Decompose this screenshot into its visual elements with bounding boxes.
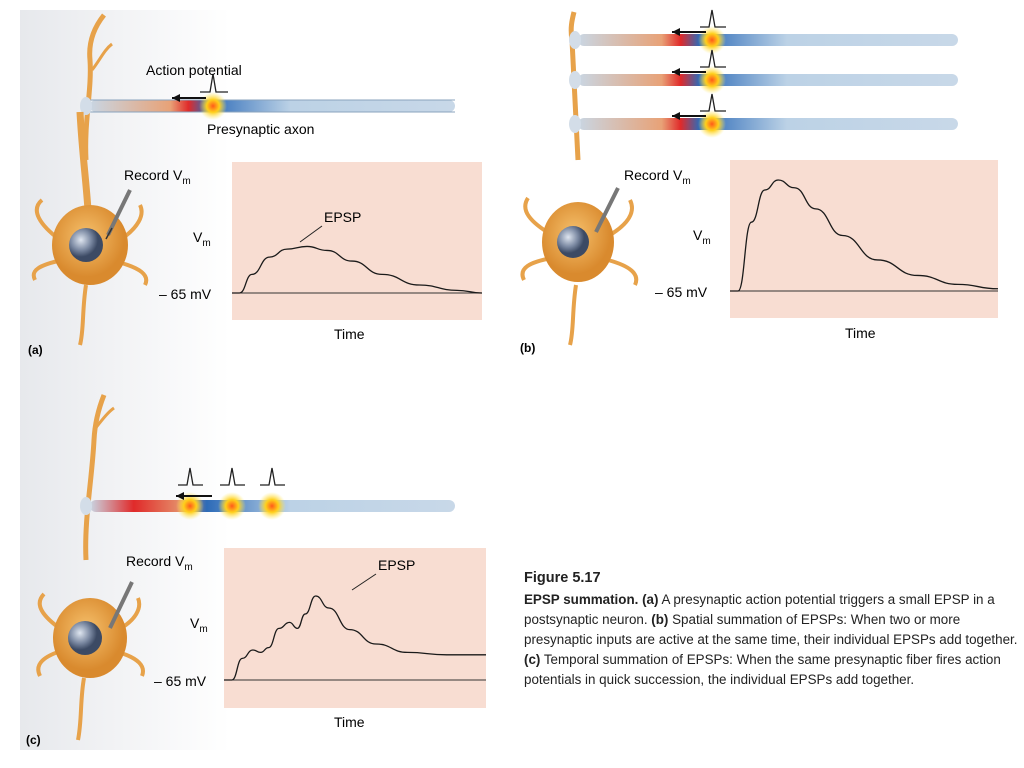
plot-area: [224, 548, 486, 708]
spike-glow: [258, 492, 286, 520]
electrode: [106, 189, 132, 236]
axon-terminal: [569, 71, 581, 89]
arrow-head: [672, 68, 680, 76]
action-potential-label: Action potential: [146, 62, 242, 78]
electrode: [594, 187, 620, 233]
spike-glow: [698, 26, 726, 54]
caption-part-c: (c): [524, 652, 541, 667]
axon-cable: [578, 34, 958, 46]
arrow-head: [172, 94, 180, 102]
epsp-leader: [351, 573, 377, 591]
record-label: Record Vm: [124, 167, 191, 187]
electrode-tip: [105, 227, 113, 240]
caption-text-c: Temporal summation of EPSPs: When the sa…: [524, 652, 1001, 687]
neuron-nucleus: [68, 621, 102, 655]
spike-glow: [199, 92, 227, 120]
panel-label: (a): [28, 343, 43, 357]
arrow-head: [672, 28, 680, 36]
figure-number: Figure 5.17: [524, 570, 601, 586]
caption-text-a: A presynaptic action potential triggers …: [524, 592, 995, 627]
epsp-label: EPSP: [378, 557, 415, 573]
spike-icon: [700, 49, 726, 68]
y-axis-label: Vm: [190, 615, 208, 635]
dendrite-top: [83, 13, 106, 161]
spike-icon: [260, 467, 285, 486]
axon-cable: [578, 118, 958, 130]
spike-icon: [200, 73, 228, 93]
dendrite-branch: [90, 42, 113, 71]
axon-2: [569, 49, 958, 94]
axon-3: [569, 93, 958, 138]
dendrite-top: [83, 394, 107, 561]
spike-glow: [698, 66, 726, 94]
epsp-trace: [729, 179, 999, 292]
axon-1: [569, 9, 958, 54]
axon-cable: [578, 74, 958, 86]
epsp-trace: [224, 595, 486, 681]
y-axis-label: Vm: [193, 229, 211, 249]
epsp-label: EPSP: [324, 209, 361, 225]
x-axis-label: Time: [334, 714, 365, 730]
axon-terminal: [569, 115, 581, 133]
spike-glow: [698, 110, 726, 138]
plot-area: [232, 162, 482, 320]
axon-label: Presynaptic axon: [207, 121, 314, 137]
axon-terminal: [80, 497, 92, 515]
record-label: Record Vm: [624, 167, 691, 187]
baseline-label: – 65 mV: [159, 286, 212, 302]
panel-a: Action potential Presynaptic axon Record…: [28, 13, 483, 357]
epsp-trace: [231, 245, 483, 294]
figure-caption: Figure 5.17 EPSP summation. (a) A presyn…: [524, 568, 1024, 690]
dendrites: [36, 592, 145, 741]
record-label: Record Vm: [126, 553, 193, 573]
panel-c: Record Vm EPSP Vm – 65 mV Time (c): [26, 394, 486, 747]
spike-icon: [700, 9, 726, 28]
panel-b: Record Vm Vm – 65 mV Time (b): [520, 9, 999, 355]
x-axis-label: Time: [334, 326, 365, 342]
axon-terminal: [80, 97, 92, 115]
dendrites: [520, 196, 639, 346]
y-axis-label: Vm: [693, 227, 711, 247]
baseline-label: – 65 mV: [655, 284, 708, 300]
arrow-head: [672, 112, 680, 120]
dendrites: [31, 198, 149, 346]
spike-glow: [218, 492, 246, 520]
spike-icon: [178, 467, 203, 486]
neuron-nucleus: [69, 228, 103, 262]
panel-label: (b): [520, 341, 535, 355]
epsp-leader: [299, 225, 323, 243]
dendrite-branch: [92, 406, 115, 431]
caption-part-b: (b): [651, 612, 669, 627]
x-axis-label: Time: [845, 325, 876, 341]
panel-label: (c): [26, 733, 41, 747]
caption-part-a: (a): [642, 592, 659, 607]
dendrite-trunk: [76, 111, 92, 211]
spike-icon: [220, 467, 245, 486]
axon-cable: [90, 100, 455, 112]
caption-body: EPSP summation. (a) A presynaptic action…: [524, 590, 1024, 690]
axon-terminal: [569, 31, 581, 49]
arrow-head: [176, 492, 184, 500]
electrode: [108, 581, 134, 629]
neuron-nucleus: [557, 226, 589, 258]
caption-text-b: Spatial summation of EPSPs: When two or …: [524, 612, 1018, 647]
plot-area: [730, 160, 998, 318]
caption-title: EPSP summation.: [524, 592, 639, 607]
baseline-label: – 65 mV: [154, 673, 207, 689]
spike-icon: [700, 93, 726, 112]
